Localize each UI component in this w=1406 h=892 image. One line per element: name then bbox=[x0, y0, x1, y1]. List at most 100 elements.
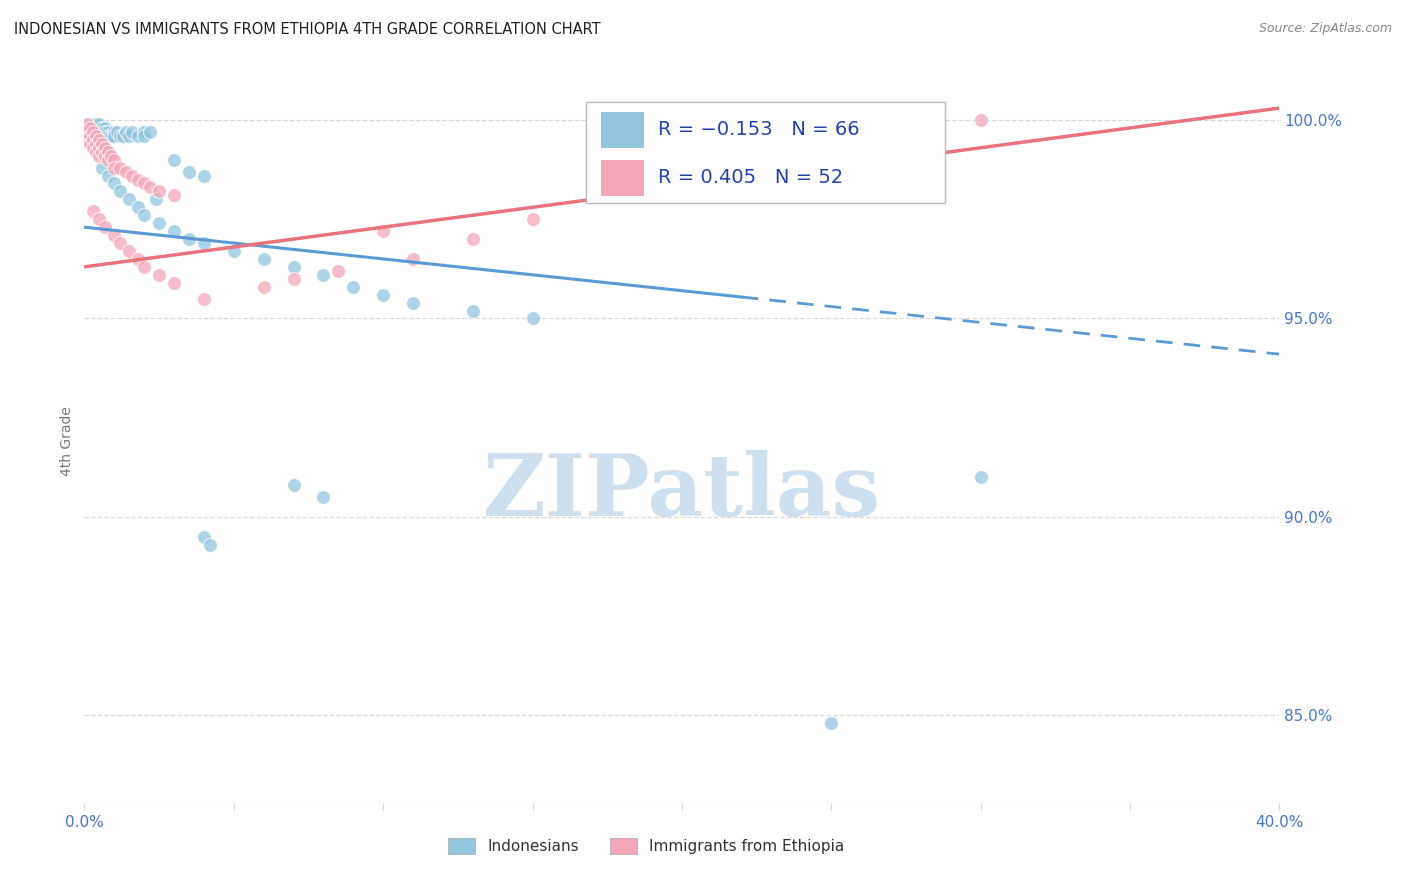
Text: ZIPatlas: ZIPatlas bbox=[482, 450, 882, 534]
Point bbox=[132, 208, 156, 222]
Point bbox=[86, 117, 108, 131]
Point bbox=[132, 260, 156, 274]
Point bbox=[97, 153, 120, 167]
Point bbox=[82, 125, 104, 139]
Point bbox=[91, 128, 114, 143]
Point bbox=[163, 224, 186, 238]
Text: Source: ZipAtlas.com: Source: ZipAtlas.com bbox=[1258, 22, 1392, 36]
Point bbox=[193, 292, 215, 306]
Point bbox=[283, 272, 305, 286]
Point bbox=[148, 268, 170, 282]
Point bbox=[89, 117, 111, 131]
Point bbox=[91, 136, 114, 151]
Point bbox=[103, 177, 125, 191]
Point bbox=[89, 125, 111, 139]
Bar bbox=[600, 112, 644, 148]
Point bbox=[910, 117, 932, 131]
Point bbox=[118, 244, 141, 258]
Point bbox=[163, 153, 186, 167]
Point bbox=[76, 117, 98, 131]
Point bbox=[118, 128, 141, 143]
Point bbox=[110, 235, 132, 250]
Point bbox=[94, 133, 117, 147]
Point bbox=[373, 287, 395, 301]
Point bbox=[94, 220, 117, 235]
Point bbox=[312, 268, 335, 282]
Point bbox=[86, 120, 108, 135]
Point bbox=[115, 164, 138, 178]
Point bbox=[82, 204, 104, 219]
Point bbox=[89, 133, 111, 147]
Point bbox=[118, 193, 141, 207]
Bar bbox=[600, 160, 644, 196]
Point bbox=[112, 128, 135, 143]
Point bbox=[198, 538, 221, 552]
Point bbox=[79, 125, 101, 139]
Point bbox=[373, 224, 395, 238]
Point bbox=[132, 125, 156, 139]
Point bbox=[402, 252, 425, 266]
Point bbox=[76, 133, 98, 147]
Point bbox=[103, 125, 125, 139]
Point bbox=[94, 120, 117, 135]
Point bbox=[79, 120, 101, 135]
Point bbox=[82, 120, 104, 135]
Point bbox=[89, 149, 111, 163]
Point bbox=[461, 303, 484, 318]
Point bbox=[193, 235, 215, 250]
Point bbox=[91, 161, 114, 175]
Point bbox=[148, 216, 170, 230]
Point bbox=[97, 145, 120, 159]
Point bbox=[970, 470, 993, 484]
Point bbox=[86, 125, 108, 139]
Point bbox=[820, 716, 842, 731]
Point bbox=[94, 141, 117, 155]
Point bbox=[110, 161, 132, 175]
Point bbox=[105, 125, 128, 139]
Point bbox=[103, 161, 125, 175]
Point bbox=[94, 149, 117, 163]
Point bbox=[177, 164, 200, 178]
Point bbox=[97, 125, 120, 139]
Point bbox=[79, 128, 101, 143]
Point bbox=[139, 180, 162, 194]
Text: R = 0.405   N = 52: R = 0.405 N = 52 bbox=[658, 169, 844, 187]
Point bbox=[82, 128, 104, 143]
Point bbox=[86, 128, 108, 143]
Point bbox=[127, 200, 149, 214]
Point bbox=[76, 117, 98, 131]
Point bbox=[91, 120, 114, 135]
Point bbox=[127, 172, 149, 186]
Point bbox=[82, 141, 104, 155]
Point bbox=[121, 169, 143, 183]
Point bbox=[79, 136, 101, 151]
Point bbox=[132, 128, 156, 143]
Point bbox=[89, 212, 111, 227]
Point bbox=[86, 145, 108, 159]
Point bbox=[76, 120, 98, 135]
Point bbox=[82, 133, 104, 147]
Point bbox=[79, 117, 101, 131]
Point bbox=[89, 141, 111, 155]
Point bbox=[222, 244, 245, 258]
Legend: Indonesians, Immigrants from Ethiopia: Indonesians, Immigrants from Ethiopia bbox=[441, 832, 851, 860]
Point bbox=[461, 232, 484, 246]
Point bbox=[970, 113, 993, 128]
Point bbox=[312, 490, 335, 504]
Point bbox=[91, 145, 114, 159]
Point bbox=[127, 252, 149, 266]
Point bbox=[328, 264, 350, 278]
Point bbox=[76, 125, 98, 139]
Point bbox=[103, 128, 125, 143]
Point bbox=[253, 252, 276, 266]
Point bbox=[97, 169, 120, 183]
FancyBboxPatch shape bbox=[586, 102, 945, 203]
Point bbox=[402, 295, 425, 310]
Point bbox=[79, 120, 101, 135]
Point bbox=[121, 125, 143, 139]
Point bbox=[82, 117, 104, 131]
Point bbox=[100, 128, 122, 143]
Point bbox=[103, 228, 125, 243]
Text: R = −0.153   N = 66: R = −0.153 N = 66 bbox=[658, 120, 859, 139]
Point bbox=[110, 128, 132, 143]
